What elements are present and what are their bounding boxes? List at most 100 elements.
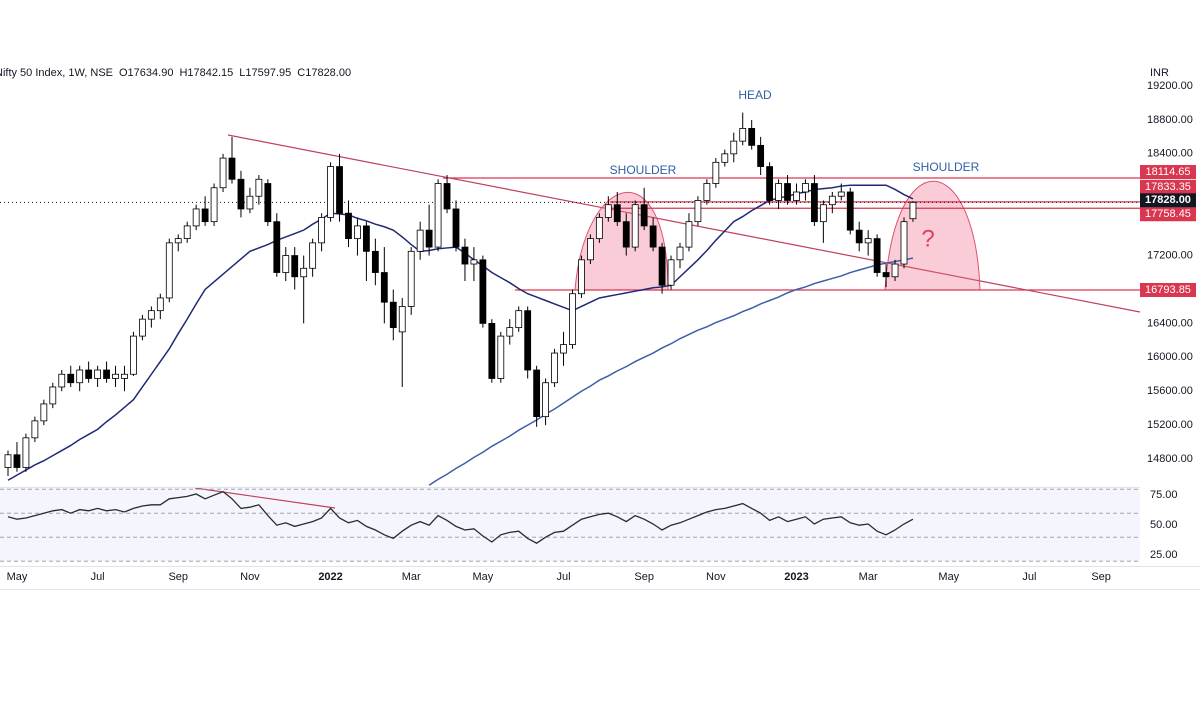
candle-body <box>138 318 146 337</box>
candle-body <box>470 259 478 265</box>
x-tick-label: May <box>472 571 493 583</box>
candle-body <box>13 454 21 468</box>
candle-body <box>300 267 308 278</box>
rsi-tick-label: 75.00 <box>1150 489 1178 501</box>
candle-body <box>165 242 173 299</box>
y-tick-label: 14800.00 <box>1147 453 1193 465</box>
candle-body <box>228 157 236 180</box>
candle-body <box>147 310 155 320</box>
x-tick-label: Nov <box>240 571 260 583</box>
candle-body <box>174 238 182 244</box>
moving-average-line <box>428 257 914 486</box>
candle-body <box>85 369 93 379</box>
candle-body <box>757 144 765 167</box>
candle-body <box>67 373 75 384</box>
x-tick-label: Jul <box>91 571 105 583</box>
price-plot <box>0 112 1140 486</box>
candle-body <box>775 183 782 201</box>
candle-body <box>156 297 164 312</box>
candle-body <box>219 157 227 189</box>
candle-body <box>846 191 854 231</box>
level-label-bg <box>1140 165 1196 180</box>
candle-body <box>201 208 209 223</box>
candle-body <box>362 225 370 252</box>
candle-body <box>327 166 334 218</box>
candle-body <box>900 221 908 265</box>
candle-body <box>676 246 684 261</box>
x-tick-label: Mar <box>859 571 878 583</box>
x-tick-label: Jul <box>556 571 570 583</box>
candle-body <box>58 373 66 388</box>
candle-body <box>371 250 379 273</box>
y-tick-label: 18800.00 <box>1147 114 1193 126</box>
level-label: 17833.35 <box>1145 181 1191 193</box>
y-tick-label: 15200.00 <box>1147 419 1193 431</box>
y-tick-label: 19200.00 <box>1147 80 1193 92</box>
candle-body <box>94 369 101 379</box>
level-label: 17758.45 <box>1145 208 1191 220</box>
candle-body <box>811 183 818 223</box>
candle-body <box>103 369 110 379</box>
candle-body <box>613 204 621 223</box>
candle-body <box>721 153 729 163</box>
level-label: 18114.65 <box>1145 166 1190 178</box>
x-tick-label: Nov <box>706 571 726 583</box>
candle-body <box>318 217 326 244</box>
candle-body <box>380 272 388 303</box>
chart-header: Nifty 50 Index, 1W, NSE O17634.90 H17842.1… <box>0 67 351 79</box>
candle-body <box>569 293 576 345</box>
candle-body <box>488 322 496 379</box>
candle-body <box>282 255 290 273</box>
x-tick-label: Sep <box>168 571 188 583</box>
candle-body <box>587 238 594 261</box>
candle-body <box>210 187 218 223</box>
candle-body <box>506 327 514 337</box>
candle-body <box>461 246 469 265</box>
shoulder-label: SHOULDER <box>610 163 677 177</box>
x-tick-label: Jul <box>1022 571 1036 583</box>
candle-body <box>524 310 532 371</box>
last-price-label: 17828.00 <box>1145 194 1191 206</box>
candle-body <box>864 238 872 244</box>
candle-body <box>882 272 890 278</box>
x-tick-label: Sep <box>634 571 654 583</box>
high-text: H17842.15 <box>179 67 233 79</box>
y-tick-label: 15600.00 <box>1147 385 1193 397</box>
candle-body <box>604 204 612 218</box>
candle-body <box>819 204 827 223</box>
rsi-plot <box>0 488 1140 562</box>
candle-body <box>622 221 630 248</box>
rsi-line <box>7 490 914 544</box>
candle-body <box>443 183 451 210</box>
candle-body <box>595 217 603 240</box>
level-label-bg <box>1140 179 1196 194</box>
candle-body <box>273 221 281 273</box>
last-price-bg <box>1140 193 1196 208</box>
candle-body <box>49 386 57 405</box>
candle-body <box>515 310 523 329</box>
candle-body <box>667 259 675 286</box>
candle-body <box>309 242 317 269</box>
x-tick-label: May <box>938 571 959 583</box>
candle-body <box>551 352 558 384</box>
moving-average-line <box>7 184 914 481</box>
rsi-tick-label: 25.00 <box>1150 549 1178 561</box>
open-text: O17634.90 <box>119 67 173 79</box>
level-label-bg <box>1140 207 1196 222</box>
level-label-bg <box>1140 283 1196 298</box>
low-text: L17597.95 <box>239 67 291 79</box>
x-tick-label: 2023 <box>784 571 808 583</box>
candle-body <box>766 166 773 201</box>
rsi-trend-line <box>194 488 336 509</box>
candle-body <box>121 373 128 379</box>
candle-body <box>828 195 836 206</box>
y-tick-label: 16000.00 <box>1147 351 1193 363</box>
candle-body <box>748 128 756 146</box>
candle-body <box>40 403 48 422</box>
candle-body <box>246 195 254 210</box>
candle-body <box>31 420 39 439</box>
candle-body <box>793 191 800 201</box>
candle-body <box>802 183 809 193</box>
candle-body <box>345 212 352 240</box>
